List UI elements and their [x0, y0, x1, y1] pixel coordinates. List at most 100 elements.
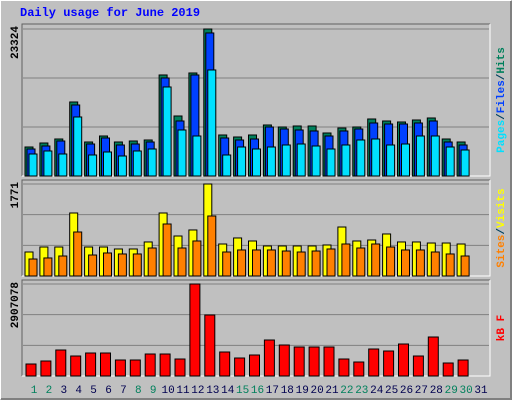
x-tick-label: 15 [236, 385, 249, 397]
legend-separator: / [496, 73, 508, 80]
bar [341, 243, 351, 277]
bar [311, 145, 321, 177]
bar [356, 139, 366, 177]
x-tick-label: 16 [251, 385, 264, 397]
y-tick-label: 2907078 [10, 282, 22, 329]
bar [58, 255, 68, 277]
bar [159, 353, 171, 377]
bar [386, 246, 396, 277]
bar [70, 355, 82, 377]
bar [427, 336, 439, 377]
bar [371, 138, 381, 177]
bar [174, 358, 186, 377]
bar [415, 249, 425, 277]
bar [386, 144, 396, 177]
bar [85, 352, 97, 377]
x-tick-label: 25 [385, 385, 398, 397]
bar [457, 359, 469, 377]
bar [281, 144, 291, 177]
bar [88, 154, 98, 177]
bar [401, 249, 410, 277]
bar [147, 247, 157, 277]
bar [162, 223, 172, 277]
bar [204, 314, 216, 377]
bar [323, 346, 335, 377]
x-tick-label: 13 [206, 385, 219, 397]
bar [460, 255, 470, 277]
legend-entry: Sites [496, 235, 508, 268]
bar [189, 283, 201, 377]
y-tick-label: 23324 [10, 26, 22, 59]
legend: Pages/Files/Hits [496, 47, 508, 153]
bar [192, 135, 202, 177]
legend-separator: / [496, 113, 508, 120]
x-tick-label: 14 [221, 385, 235, 397]
bar [415, 135, 425, 177]
x-tick-label: 2 [46, 385, 53, 397]
bar [338, 358, 350, 377]
bar [281, 250, 291, 277]
x-tick-label: 24 [370, 385, 384, 397]
bar [55, 349, 67, 377]
bar [263, 339, 275, 377]
bar [341, 144, 351, 177]
bar [460, 149, 470, 177]
bar [28, 153, 38, 177]
x-tick-label: 19 [296, 385, 309, 397]
x-tick-label: 30 [459, 385, 472, 397]
bar [445, 146, 455, 177]
bar [252, 148, 261, 177]
bar [222, 154, 232, 177]
legend-entry: kB F [496, 315, 508, 341]
bar [132, 253, 142, 277]
panel-shadow [21, 23, 490, 176]
bar [293, 346, 305, 377]
bar [73, 116, 83, 177]
bar [177, 129, 187, 177]
bar [326, 248, 336, 277]
legend-entry: Files [496, 80, 508, 113]
bar [219, 351, 231, 377]
x-tick-label: 22 [340, 385, 353, 397]
bar [296, 251, 306, 277]
bar [353, 361, 365, 377]
x-tick-label: 27 [415, 385, 428, 397]
bar [234, 357, 246, 377]
bar [430, 251, 440, 277]
legend-entry: Visits [496, 188, 508, 228]
bar [445, 253, 455, 277]
bar [162, 86, 172, 177]
bar [40, 360, 52, 377]
panel-shadow [21, 179, 490, 276]
legend-entry: Pages [496, 120, 508, 153]
y-tick-label: 1771 [10, 182, 22, 209]
bar [296, 143, 306, 177]
bar [308, 346, 320, 377]
bar [25, 363, 37, 377]
x-tick-label: 31 [474, 385, 488, 397]
x-tick-label: 23 [355, 385, 368, 397]
bar [412, 355, 424, 377]
x-tick-label: 12 [191, 385, 204, 397]
bar [103, 252, 112, 277]
panel-shadow [21, 279, 490, 376]
bar [88, 254, 98, 277]
bar [249, 354, 260, 377]
x-tick-label: 4 [75, 385, 82, 397]
bar [147, 148, 157, 177]
bar [266, 146, 276, 177]
bar [177, 247, 187, 277]
bar [114, 359, 126, 377]
bar [28, 258, 38, 277]
chart-title: Daily usage for June 2019 [20, 6, 200, 20]
x-tick-label: 7 [120, 385, 127, 397]
bar [368, 348, 380, 377]
bar [207, 69, 217, 177]
bar [222, 251, 232, 277]
bar [356, 247, 366, 277]
bar [311, 250, 321, 277]
bar [266, 249, 276, 277]
x-tick-label: 21 [325, 385, 339, 397]
bar [58, 153, 68, 177]
